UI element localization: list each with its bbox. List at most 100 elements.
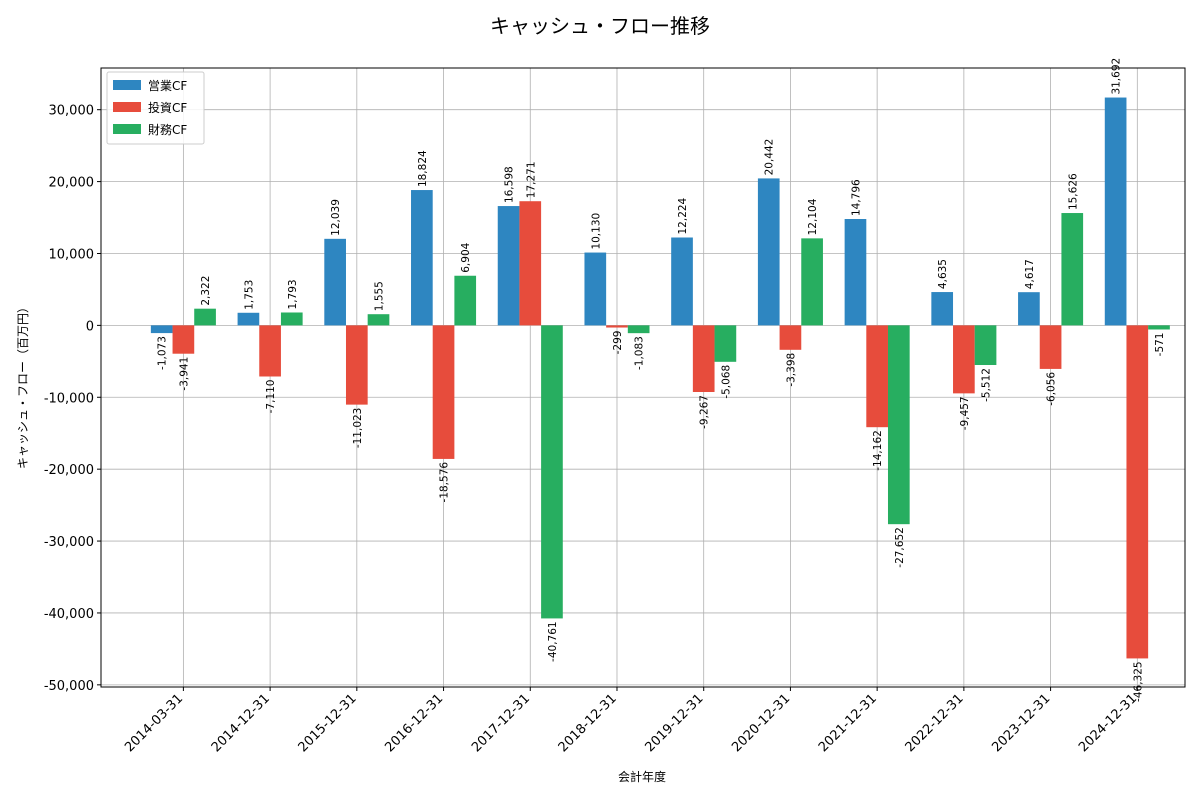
- bar-3-2016-12-31: [454, 275, 477, 326]
- grid-layer: [101, 68, 1185, 687]
- bar-2-2014-12-31: [259, 325, 281, 377]
- data-label: 4,635: [937, 259, 949, 289]
- bar-2-2021-12-31: [866, 325, 888, 428]
- bars-layer: [150, 97, 1170, 659]
- legend-swatch-financing: [113, 124, 141, 134]
- data-label: 12,104: [807, 198, 819, 235]
- y-tick-label: 0: [86, 319, 94, 334]
- x-tick-label: 2022-12-31: [903, 691, 967, 755]
- bar-1-2015-12-31: [324, 238, 346, 326]
- data-label: 4,617: [1024, 259, 1036, 289]
- x-tick-label: 2024-12-31: [1076, 691, 1140, 755]
- bar-2-2022-12-31: [953, 325, 975, 394]
- bar-1-2014-12-31: [237, 312, 260, 326]
- x-tick-label: 2015-12-31: [296, 691, 360, 755]
- data-label: 1,555: [374, 281, 386, 311]
- bar-1-2024-12-31: [1104, 97, 1127, 326]
- data-labels-layer: -1,073 1,753 12,039 18,824 16,598 10,130 12,22…: [157, 58, 1166, 702]
- bar-3-2020-12-31: [801, 238, 823, 326]
- x-tick-label: 2016-12-31: [382, 691, 446, 755]
- bar-2-2015-12-31: [345, 325, 368, 405]
- data-label: 1,753: [243, 280, 255, 310]
- y-tick-label: -30,000: [44, 535, 94, 550]
- bar-3-2023-12-31: [1061, 213, 1084, 326]
- data-label: -299: [612, 331, 624, 355]
- bar-1-2018-12-31: [584, 252, 607, 326]
- plot-frame: [100, 67, 1186, 688]
- y-tick-label: 30,000: [49, 104, 95, 119]
- data-label: 16,598: [504, 166, 516, 203]
- x-axis-label: 会計年度: [618, 769, 666, 784]
- data-label: 2,322: [200, 276, 212, 306]
- data-label: 17,271: [525, 161, 537, 198]
- data-label: -5,512: [981, 368, 993, 402]
- data-label: -7,110: [265, 379, 277, 413]
- data-label: -3,398: [785, 353, 797, 387]
- data-label: -9,267: [699, 395, 711, 429]
- y-tick-label: 20,000: [49, 176, 95, 191]
- data-label: 6,904: [460, 242, 472, 272]
- data-label: -571: [1154, 332, 1166, 356]
- data-label: -18,576: [439, 462, 451, 503]
- data-label: -5,068: [720, 365, 732, 399]
- bar-3-2019-12-31: [714, 325, 737, 362]
- data-label: -3,941: [178, 357, 190, 391]
- bar-3-2024-12-31: [1148, 325, 1170, 330]
- bar-1-2022-12-31: [931, 292, 954, 326]
- bar-2-2023-12-31: [1039, 325, 1062, 369]
- x-tick-label: 2019-12-31: [642, 691, 706, 755]
- data-label: -46,325: [1132, 661, 1144, 702]
- legend-label-operating: 営業CF: [148, 79, 187, 93]
- x-tick-label: 2021-12-31: [816, 691, 880, 755]
- data-label: -1,073: [157, 336, 169, 370]
- data-label: 15,626: [1067, 173, 1079, 210]
- y-tick-label: 10,000: [49, 247, 95, 262]
- x-tick-label: 2023-12-31: [989, 691, 1053, 755]
- bar-3-2021-12-31: [887, 325, 910, 525]
- legend-swatch-operating: [113, 80, 141, 90]
- bar-2-2018-12-31: [606, 325, 628, 328]
- bar-2-2014-03-31: [172, 325, 195, 354]
- data-label: -40,761: [547, 621, 559, 662]
- bar-2-2019-12-31: [692, 325, 715, 393]
- x-tick-label: 2014-12-31: [209, 691, 273, 755]
- bar-2-2016-12-31: [432, 325, 455, 459]
- y-tick-label: -10,000: [44, 391, 94, 406]
- bar-1-2023-12-31: [1018, 292, 1040, 326]
- data-label: 12,224: [677, 197, 689, 234]
- bar-2-2020-12-31: [779, 325, 802, 350]
- data-label: 31,692: [1111, 58, 1123, 95]
- bar-3-2022-12-31: [974, 325, 997, 366]
- bar-3-2014-12-31: [280, 312, 303, 326]
- bar-3-2014-03-31: [194, 308, 216, 326]
- data-label: 1,793: [287, 279, 299, 309]
- data-label: -1,083: [634, 336, 646, 370]
- bar-1-2019-12-31: [671, 237, 693, 326]
- chart-title: キャッシュ・フロー推移: [490, 14, 710, 38]
- legend-swatch-investing: [113, 102, 141, 112]
- data-label: 18,824: [417, 150, 429, 187]
- data-label: -14,162: [872, 430, 884, 471]
- y-ticks: -50,000 -40,000 -30,000 -20,000 -10,000 0 10,0…: [44, 104, 101, 694]
- y-tick-label: -20,000: [44, 463, 94, 478]
- bar-3-2018-12-31: [627, 325, 650, 334]
- y-axis-label: キャッシュ・フロー（百万円）: [16, 301, 30, 469]
- legend: 営業CF 投資CF 財務CF: [106, 71, 205, 145]
- data-label: -6,056: [1046, 372, 1058, 406]
- data-label: 10,130: [590, 213, 602, 250]
- bar-1-2014-03-31: [150, 325, 173, 334]
- data-label: 12,039: [330, 199, 342, 236]
- bar-3-2017-12-31: [541, 325, 563, 619]
- data-label: 14,796: [850, 179, 862, 216]
- y-tick-label: -50,000: [44, 679, 94, 694]
- x-tick-label: 2017-12-31: [469, 691, 533, 755]
- data-label: -27,652: [894, 527, 906, 568]
- bar-1-2021-12-31: [844, 219, 867, 326]
- y-tick-label: -40,000: [44, 607, 94, 622]
- bar-3-2015-12-31: [367, 314, 390, 326]
- legend-label-investing: 投資CF: [148, 100, 187, 115]
- legend-label-financing: 財務CF: [148, 122, 187, 137]
- bar-2-2017-12-31: [519, 201, 542, 326]
